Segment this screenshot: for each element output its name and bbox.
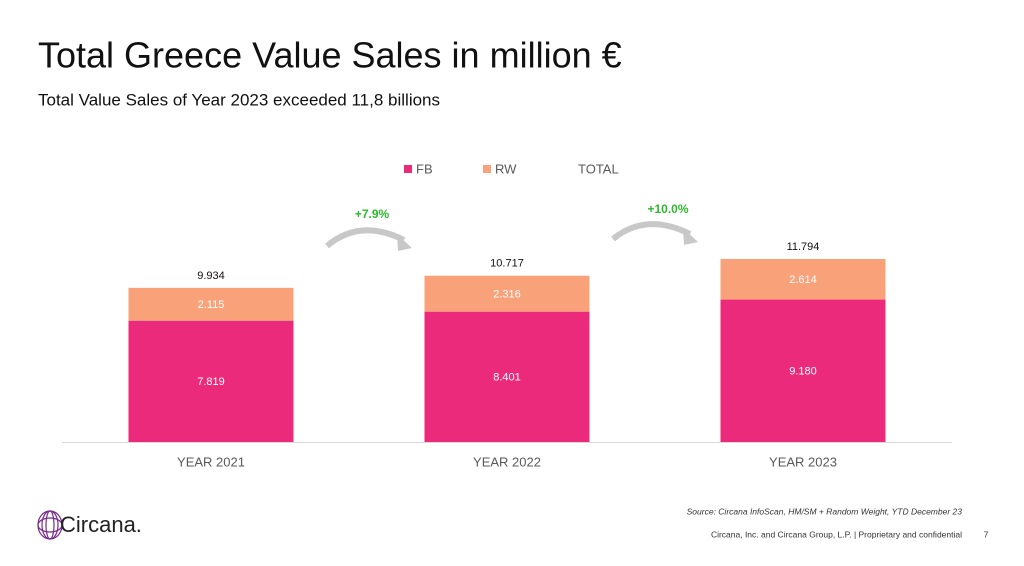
source: Source: Circana InfoScan, HM/SM + Random… xyxy=(687,506,963,516)
legend-swatch xyxy=(404,165,412,173)
total-label: 11.794 xyxy=(787,241,820,253)
legend-label: FB xyxy=(416,161,433,176)
bar-segment xyxy=(424,275,590,312)
growth-label: +10.0% xyxy=(647,202,688,216)
bar-segment xyxy=(424,311,590,442)
growth-arrow xyxy=(611,221,692,242)
subtitle: Total Value Sales of Year 2023 exceeded … xyxy=(38,90,440,109)
bar-segment xyxy=(720,299,886,442)
x-tick-label: YEAR 2023 xyxy=(769,454,837,469)
value-label: 2.115 xyxy=(198,299,225,311)
x-tick-label: YEAR 2021 xyxy=(177,454,245,469)
logo-mark xyxy=(37,510,63,540)
page-number: 7 xyxy=(984,529,989,539)
total-label: 10.717 xyxy=(490,258,524,270)
legend-swatch xyxy=(483,165,491,173)
arrow-head xyxy=(683,228,698,245)
title: Total Greece Value Sales in million € xyxy=(38,35,622,76)
arrow-head xyxy=(397,234,412,251)
x-tick-label: YEAR 2022 xyxy=(473,454,541,469)
value-label: 7.819 xyxy=(197,376,225,388)
value-label: 2.614 xyxy=(789,274,817,286)
total-label: 9.934 xyxy=(197,270,225,282)
copyright: Circana, Inc. and Circana Group, L.P. | … xyxy=(711,529,962,539)
growth-label: +7.9% xyxy=(355,207,390,221)
bar-segment xyxy=(128,287,294,321)
value-label: 2.316 xyxy=(493,289,521,301)
legend-label: RW xyxy=(495,161,517,176)
value-label: 9.180 xyxy=(789,366,817,378)
value-label: 8.401 xyxy=(493,372,521,384)
bar-segment xyxy=(128,320,294,442)
bar-segment xyxy=(720,259,886,300)
legend-label: TOTAL xyxy=(578,161,619,176)
growth-arrow xyxy=(325,227,406,249)
logo: Circana. xyxy=(60,512,142,537)
